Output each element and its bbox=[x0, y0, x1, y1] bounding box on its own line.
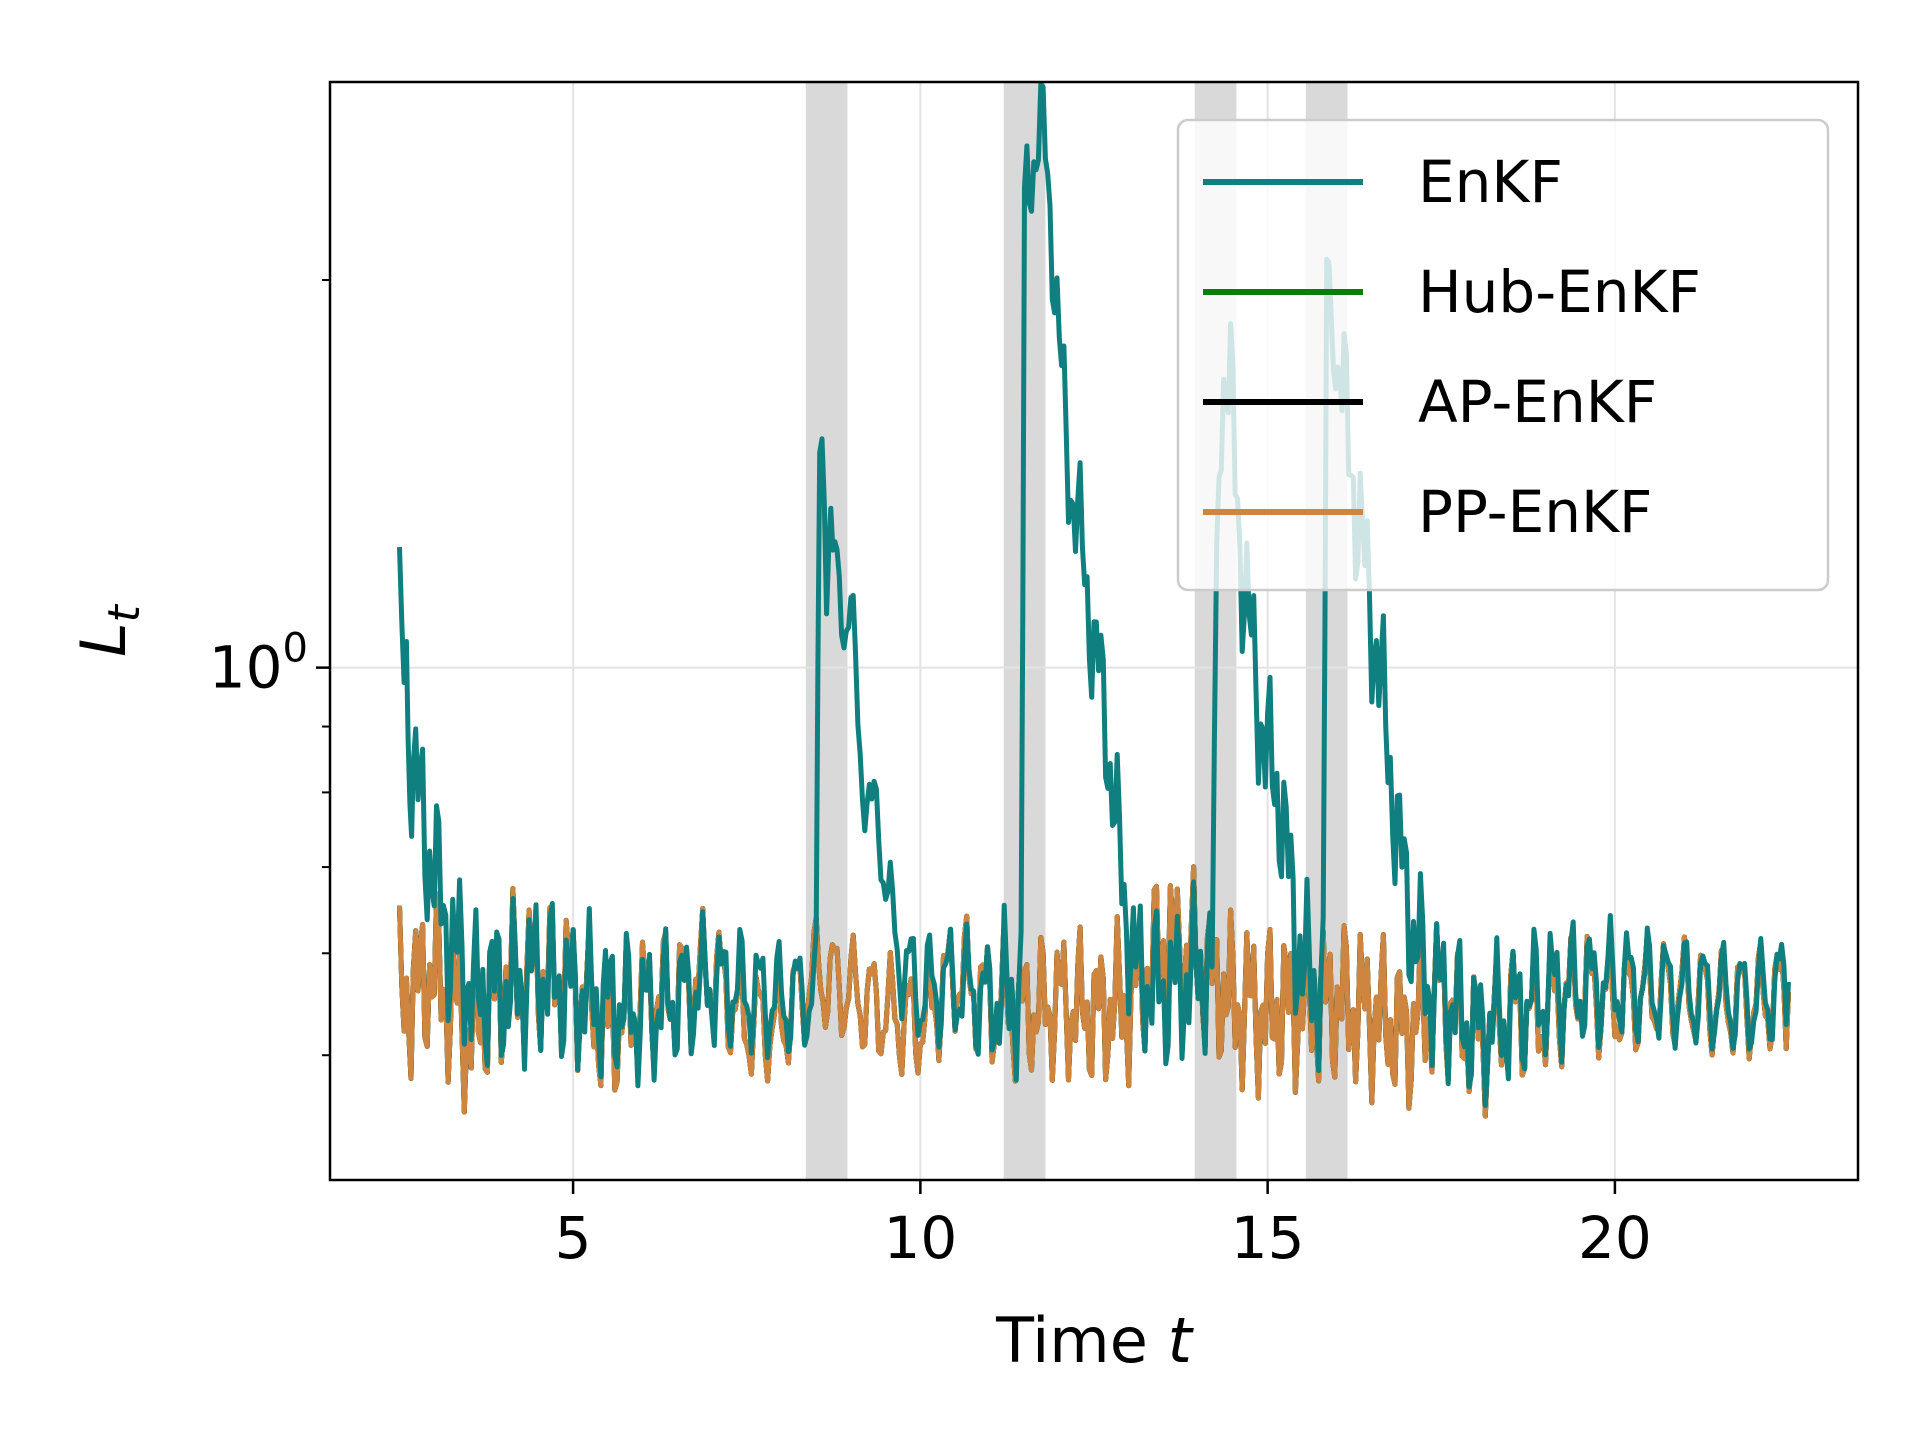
y-tick-exponent: 0 bbox=[283, 626, 308, 672]
legend-label: EnKF bbox=[1418, 148, 1563, 216]
legend: EnKF Hub-EnKF AP-EnKF PP-EnKF bbox=[1176, 118, 1830, 592]
x-axis-label: Time t bbox=[995, 1304, 1194, 1377]
y-tick-base: 10 bbox=[209, 634, 283, 702]
y-axis-label-sub: t bbox=[99, 603, 150, 622]
x-tick-label: 20 bbox=[1578, 1204, 1652, 1272]
series-line-enkf bbox=[397, 81, 1791, 1109]
x-tick-label: 15 bbox=[1231, 1204, 1305, 1272]
legend-label: PP-EnKF bbox=[1418, 478, 1652, 546]
x-tick-label: 10 bbox=[883, 1204, 957, 1272]
legend-box bbox=[1176, 118, 1830, 592]
plot-frame bbox=[328, 80, 1860, 1182]
axis-ticks: 5 10 15 20 bbox=[316, 279, 1652, 1272]
legend-label: Hub-EnKF bbox=[1418, 258, 1701, 326]
series-lines bbox=[397, 81, 1791, 1119]
y-axis-label: Lt bbox=[67, 603, 150, 657]
x-axis-label-text: Time bbox=[995, 1304, 1167, 1377]
legend-items: EnKF Hub-EnKF AP-EnKF PP-EnKF bbox=[1203, 148, 1701, 546]
x-tick-label: 5 bbox=[555, 1204, 592, 1272]
legend-label: AP-EnKF bbox=[1418, 368, 1657, 436]
x-axis-label-var: t bbox=[1168, 1304, 1195, 1377]
y-axis-label-var: L bbox=[67, 622, 140, 657]
y-tick-label-major: 100 bbox=[209, 626, 308, 702]
